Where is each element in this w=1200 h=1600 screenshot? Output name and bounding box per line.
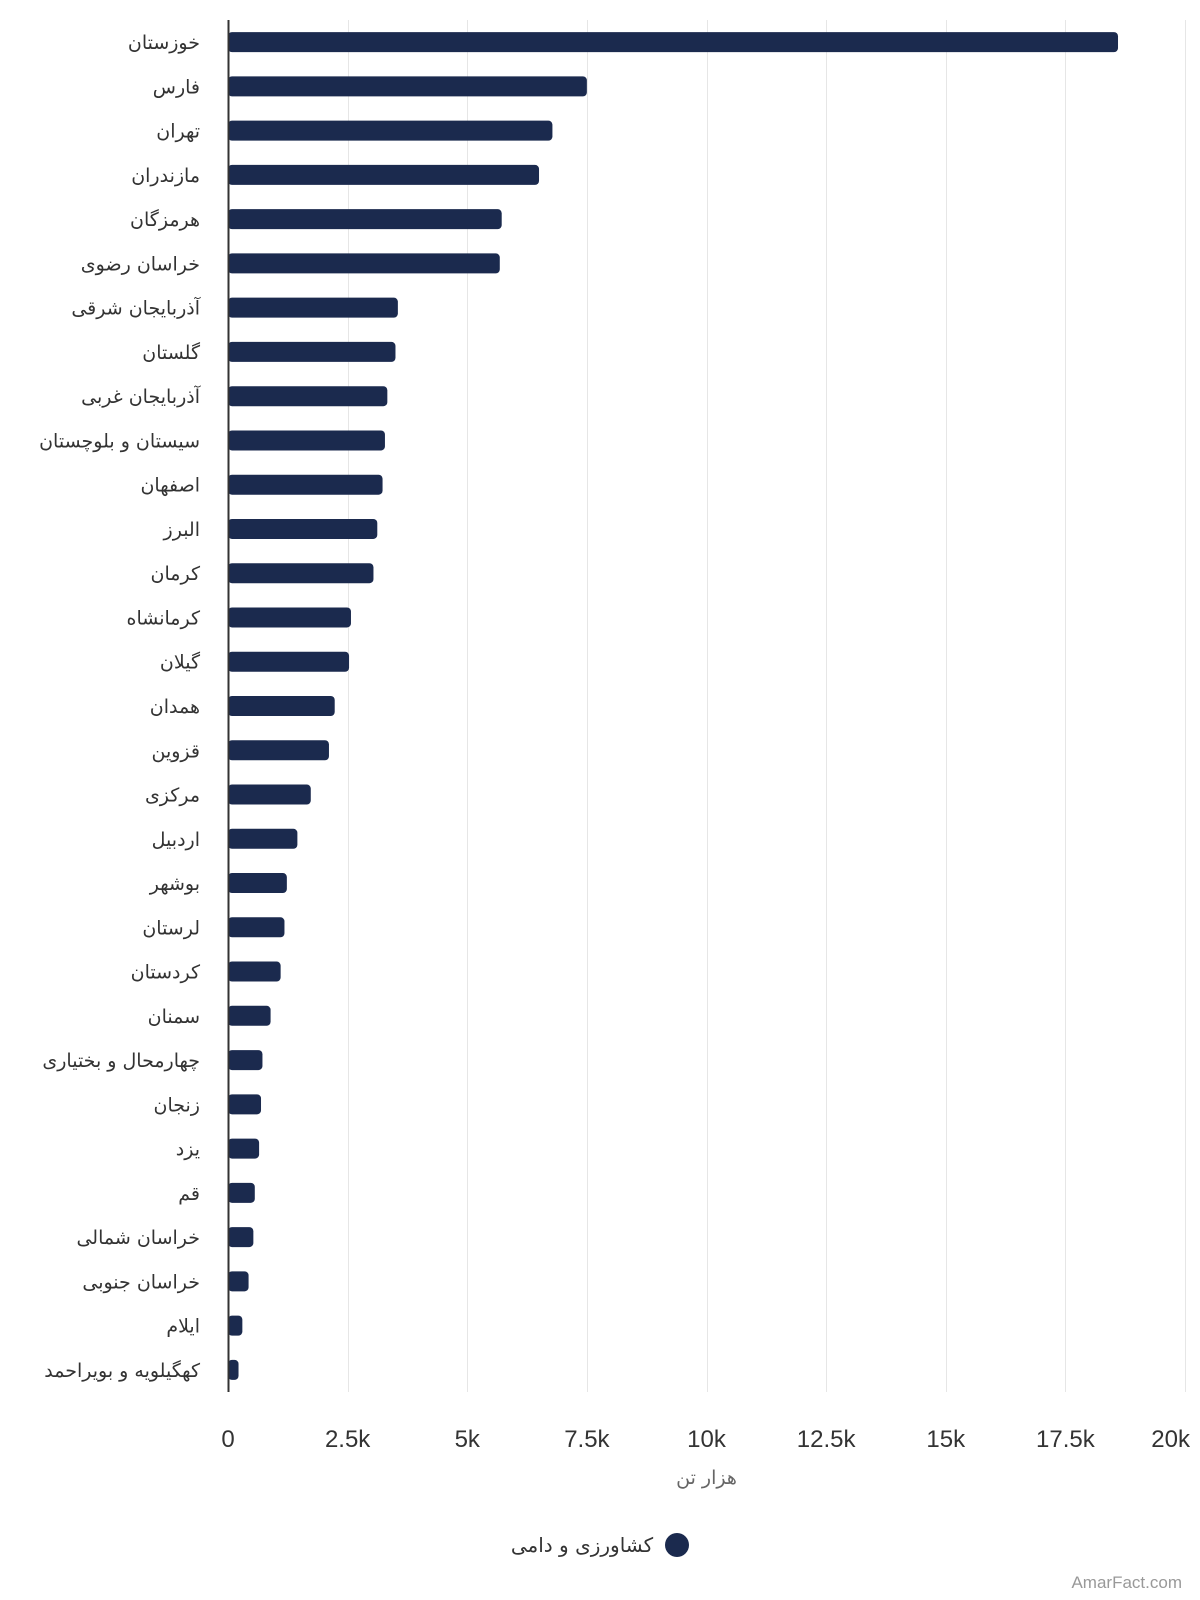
category-label: البرز xyxy=(163,519,200,541)
category-label: مرکزی xyxy=(145,785,200,807)
category-label: همدان xyxy=(150,696,200,718)
category-label: ایلام xyxy=(166,1316,200,1338)
category-label: کرمانشاه xyxy=(127,607,201,629)
x-tick-label: 20k xyxy=(1151,1426,1191,1453)
bar[interactable] xyxy=(228,917,285,938)
category-label: آذربایجان شرقی xyxy=(71,296,200,320)
x-tick-label: 2.5k xyxy=(325,1426,371,1453)
category-label: چهارمحال و بختیاری xyxy=(42,1050,200,1072)
category-label: کرمان xyxy=(151,563,201,585)
x-axis-title: هزار تن xyxy=(676,1467,737,1489)
category-label: اردبیل xyxy=(152,829,200,851)
bar[interactable] xyxy=(228,164,540,185)
bar[interactable] xyxy=(228,518,378,539)
category-label: آذربایجان غربی xyxy=(81,384,201,408)
category-label: خراسان رضوی xyxy=(81,253,200,275)
category-label: گلستان xyxy=(142,341,201,364)
bar[interactable] xyxy=(228,1050,263,1071)
category-label: قم xyxy=(178,1183,200,1205)
x-tick-label: 12.5k xyxy=(797,1426,857,1453)
category-label: سیستان و بلوچستان xyxy=(39,430,200,452)
bar[interactable] xyxy=(228,386,388,407)
bar[interactable] xyxy=(228,873,287,894)
category-label: خوزستان xyxy=(128,32,200,54)
bar[interactable] xyxy=(228,1315,243,1336)
category-label: گیلان xyxy=(160,651,201,674)
bar[interactable] xyxy=(228,784,311,805)
category-label: یزد xyxy=(176,1139,200,1161)
x-tick-label: 7.5k xyxy=(564,1426,610,1453)
bar[interactable] xyxy=(228,209,502,230)
category-label: فارس xyxy=(153,76,200,98)
bar[interactable] xyxy=(228,1227,254,1248)
bar[interactable] xyxy=(228,1359,239,1380)
bar[interactable] xyxy=(228,1182,255,1203)
bar[interactable] xyxy=(228,740,329,761)
category-label: تهران xyxy=(156,121,200,143)
category-label: لرستان xyxy=(142,917,200,939)
category-label: خراسان جنوبی xyxy=(82,1271,200,1293)
bar[interactable] xyxy=(228,430,385,451)
x-tick-label: 17.5k xyxy=(1036,1426,1096,1453)
x-tick-label: 0 xyxy=(221,1426,234,1453)
bar[interactable] xyxy=(228,297,398,318)
x-tick-label: 5k xyxy=(455,1426,481,1453)
bar[interactable] xyxy=(228,1271,249,1292)
category-label: هرمزگان xyxy=(130,208,200,231)
bar[interactable] xyxy=(228,607,351,628)
category-label: کهگیلویه و بویراحمد xyxy=(44,1359,201,1382)
category-label: اصفهان xyxy=(140,475,200,497)
bar[interactable] xyxy=(228,696,335,716)
bar[interactable] xyxy=(228,828,298,849)
x-tick-label: 15k xyxy=(926,1426,966,1453)
category-label: خراسان شمالی xyxy=(76,1227,200,1249)
bar[interactable] xyxy=(228,32,1119,53)
bar[interactable] xyxy=(228,1005,271,1026)
bar[interactable] xyxy=(228,651,350,672)
bar[interactable] xyxy=(228,253,500,274)
bar[interactable] xyxy=(228,474,383,495)
legend[interactable]: کشاورزی و دامی xyxy=(0,1530,1200,1560)
legend-label: کشاورزی و دامی xyxy=(510,1533,654,1557)
bar[interactable] xyxy=(228,1138,260,1159)
bar[interactable] xyxy=(228,1094,262,1115)
legend-marker-icon xyxy=(665,1533,690,1557)
category-label: سمنان xyxy=(148,1006,200,1028)
bar[interactable] xyxy=(228,961,281,982)
bar[interactable] xyxy=(228,76,587,97)
bar[interactable] xyxy=(228,563,374,584)
category-label: کردستان xyxy=(131,962,201,984)
category-label: مازندران xyxy=(131,165,200,187)
x-tick-label: 10k xyxy=(687,1426,727,1453)
category-label: قزوین xyxy=(152,740,201,762)
bar[interactable] xyxy=(228,341,396,362)
category-label: زنجان xyxy=(154,1094,200,1116)
category-label: بوشهر xyxy=(149,873,200,895)
credit-text[interactable]: AmarFact.com xyxy=(1071,1573,1182,1592)
bar[interactable] xyxy=(228,120,553,141)
